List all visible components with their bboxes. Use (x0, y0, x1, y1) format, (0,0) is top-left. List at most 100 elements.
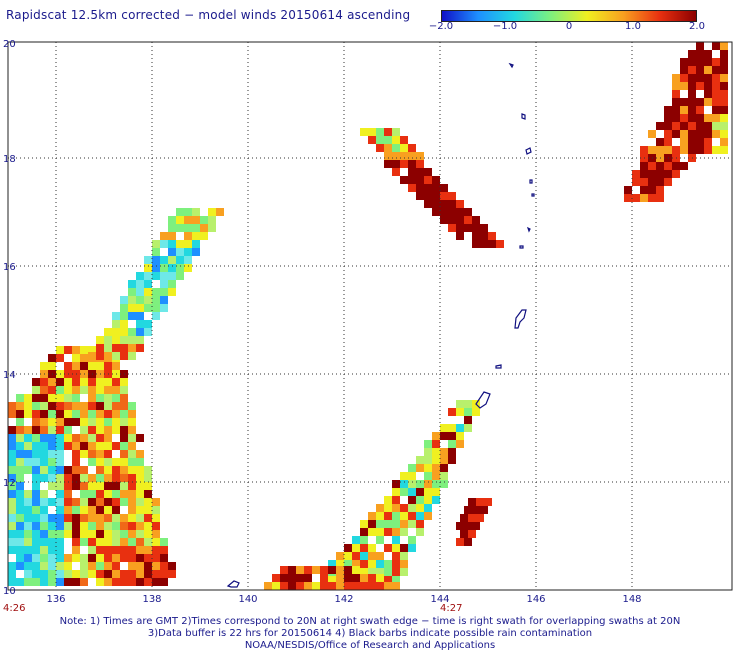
wind-cell (48, 378, 56, 386)
wind-cell (416, 528, 424, 536)
wind-cell (392, 536, 400, 544)
wind-cell (440, 184, 448, 192)
wind-cell (648, 146, 656, 154)
wind-cell (80, 362, 88, 370)
wind-cell (632, 170, 640, 178)
wind-cell (320, 566, 328, 574)
wind-cell (704, 66, 712, 74)
wind-cell (8, 498, 16, 506)
wind-cell (96, 554, 104, 562)
wind-cell (480, 240, 488, 248)
wind-cell (120, 498, 128, 506)
wind-cell (96, 482, 104, 490)
wind-cell (16, 490, 24, 498)
wind-cell (408, 144, 416, 152)
wind-cell (64, 482, 72, 490)
wind-cell (696, 138, 704, 146)
wind-cell (400, 568, 408, 576)
wind-cell (440, 424, 448, 432)
wind-cell (432, 192, 440, 200)
wind-cell (32, 506, 40, 514)
wind-cell (424, 512, 432, 520)
wind-cell (128, 418, 136, 426)
wind-cell (72, 378, 80, 386)
wind-cell (24, 426, 32, 434)
wind-cell (696, 146, 704, 154)
wind-cell (64, 498, 72, 506)
wind-cell (456, 424, 464, 432)
wind-cell (384, 128, 392, 136)
wind-cell (416, 520, 424, 528)
wind-cell (88, 562, 96, 570)
wind-cell (432, 200, 440, 208)
wind-cell (336, 552, 344, 560)
wind-cell (144, 304, 152, 312)
wind-cell (96, 538, 104, 546)
wind-cell (112, 530, 120, 538)
wind-cell (112, 570, 120, 578)
wind-cell (152, 288, 160, 296)
wind-cell (112, 578, 120, 586)
wind-cell (8, 514, 16, 522)
wind-cell (432, 464, 440, 472)
wind-cell (408, 488, 416, 496)
wind-cell (40, 402, 48, 410)
wind-cell (104, 570, 112, 578)
wind-cell (408, 176, 416, 184)
wind-cell (80, 346, 88, 354)
wind-cell (424, 472, 432, 480)
wind-cell (688, 66, 696, 74)
wind-cell (32, 394, 40, 402)
wind-cell (104, 336, 112, 344)
wind-cell (408, 152, 416, 160)
wind-cell (64, 522, 72, 530)
wind-cell (720, 66, 728, 74)
wind-cell (56, 482, 64, 490)
wind-cell (24, 570, 32, 578)
wind-cell (40, 442, 48, 450)
wind-cell (96, 362, 104, 370)
wind-cell (688, 130, 696, 138)
wind-cell (8, 490, 16, 498)
wind-cell (120, 426, 128, 434)
wind-cell (48, 410, 56, 418)
wind-cell (128, 312, 136, 320)
wind-cell (360, 528, 368, 536)
wind-cell (464, 424, 472, 432)
wind-cell (400, 488, 408, 496)
wind-cell (168, 232, 176, 240)
wind-cell (40, 554, 48, 562)
wind-cell (88, 498, 96, 506)
wind-cell (32, 530, 40, 538)
wind-cell (440, 480, 448, 488)
latitude-label: 16 (3, 262, 16, 273)
wind-cell (128, 506, 136, 514)
wind-cell (40, 514, 48, 522)
wind-cell (424, 504, 432, 512)
wind-cell (368, 528, 376, 536)
wind-cell (136, 530, 144, 538)
wind-cell (16, 482, 24, 490)
wind-cell (136, 522, 144, 530)
wind-cell (128, 570, 136, 578)
wind-cell (72, 362, 80, 370)
wind-cell (80, 434, 88, 442)
wind-cell (120, 458, 128, 466)
wind-cell (672, 114, 680, 122)
wind-cell (80, 474, 88, 482)
wind-cell (168, 224, 176, 232)
wind-cell (8, 410, 16, 418)
wind-cell (96, 426, 104, 434)
wind-cell (352, 560, 360, 568)
wind-cell (640, 170, 648, 178)
wind-cell (416, 456, 424, 464)
wind-cell (472, 224, 480, 232)
wind-cell (168, 248, 176, 256)
wind-cell (88, 426, 96, 434)
wind-cell (408, 496, 416, 504)
wind-cell (80, 386, 88, 394)
wind-cell (704, 122, 712, 130)
wind-cell (192, 216, 200, 224)
wind-cell (72, 546, 80, 554)
wind-cell (368, 552, 376, 560)
